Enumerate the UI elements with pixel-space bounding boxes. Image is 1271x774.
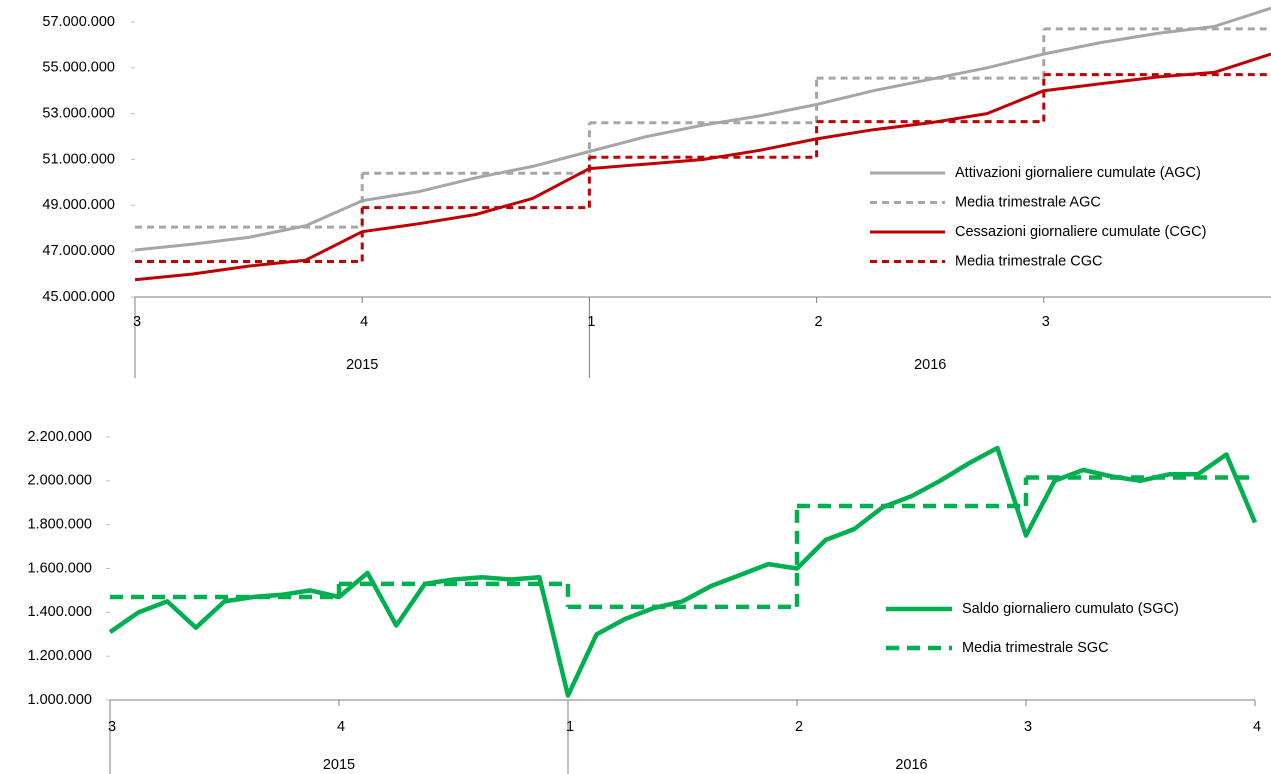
legend-label: Media trimestrale AGC [955,194,1101,210]
year-label: 2015 [323,757,355,773]
legend-label: Media trimestrale CGC [955,253,1102,269]
x-tick-label: 4 [337,719,345,735]
y-tick-label: 55.000.000 [42,60,115,76]
x-tick-label: 2 [795,719,803,735]
year-label: 2015 [346,357,378,373]
y-tick-label: 1.400.000 [27,604,92,620]
year-label: 2016 [895,757,927,773]
legend-label: Media trimestrale SGC [962,640,1109,656]
y-tick-label: 53.000.000 [42,105,115,121]
x-tick-label: 1 [566,719,574,735]
y-tick-label: 45.000.000 [42,289,115,305]
y-tick-label: 57.000.000 [42,14,115,30]
x-tick-label: 3 [133,314,141,330]
y-tick-label: 51.000.000 [42,151,115,167]
x-tick-label: 4 [360,314,368,330]
x-tick-label: 3 [108,719,116,735]
y-tick-label: 47.000.000 [42,243,115,259]
series-line [134,52,1271,282]
y-tick-label: 2.200.000 [27,429,92,445]
x-tick-label: 2 [815,314,823,330]
x-tick-label: 1 [587,314,595,330]
y-tick-label: 2.000.000 [27,473,92,489]
legend-label: Saldo giornaliero cumulato (SGC) [962,601,1179,617]
y-tick-label: 1.800.000 [27,516,92,532]
x-tick-label: 3 [1024,719,1032,735]
legend-label: Cessazioni giornaliere cumulate (CGC) [955,224,1206,240]
y-tick-label: 1.600.000 [27,560,92,576]
legend-label: Attivazioni giornaliere cumulate (AGC) [955,165,1201,181]
y-tick-label: 1.200.000 [27,648,92,664]
series-line [134,6,1271,252]
y-tick-label: 49.000.000 [42,197,115,213]
year-label: 2016 [914,357,946,373]
x-tick-label: 3 [1042,314,1050,330]
series-line [108,445,1258,698]
y-tick-label: 1.000.000 [27,692,92,708]
x-tick-label: 4 [1253,719,1261,735]
